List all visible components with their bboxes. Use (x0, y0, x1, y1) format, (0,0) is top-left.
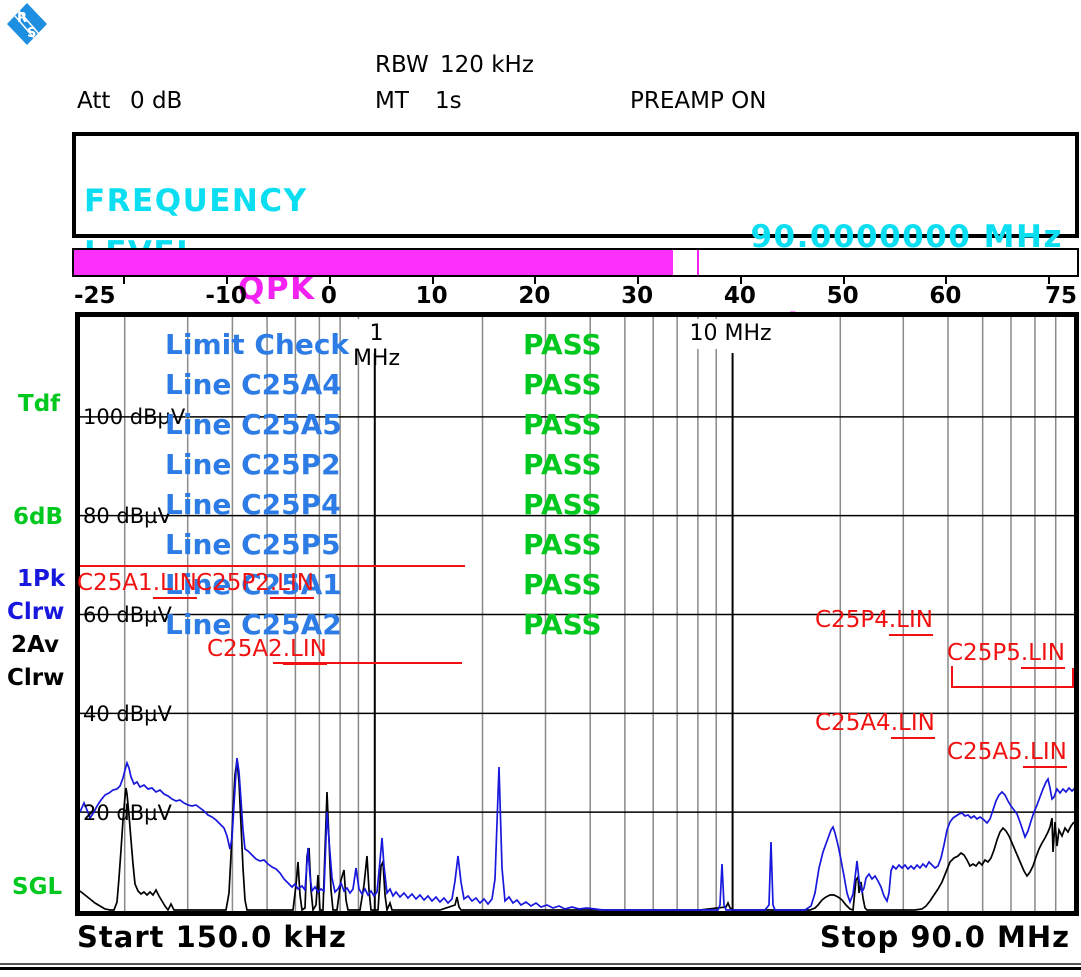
level-detector: QPK (238, 271, 316, 307)
bargraph-tick (739, 277, 742, 284)
limit-file-label: C25A1.LIN (77, 570, 197, 599)
limit-file-label: C25A2.LIN (207, 636, 327, 665)
bargraph-tick (328, 277, 331, 284)
limit-row-name: Limit Check (165, 328, 350, 361)
limit-file-label: C25P5.LIN (947, 640, 1065, 669)
limit-row-result: PASS (523, 328, 602, 361)
meas-time-value: 1s (435, 88, 462, 114)
bargraph-tick (945, 277, 948, 284)
att-value: 0 dB (130, 88, 183, 114)
bargraph-scale-label: -25 (74, 283, 116, 309)
bargraph-tick (1048, 277, 1051, 284)
bargraph-scale-label: 10 (415, 283, 448, 309)
limit-row-name: Line C25A1 (165, 568, 342, 601)
svg-text:R: R (17, 11, 27, 26)
plot-canvas (80, 317, 1074, 911)
bargraph-tick (123, 277, 126, 284)
trace-2av-clrw (80, 759, 1074, 911)
limit-row-name: Line C25A5 (165, 408, 342, 441)
limit-row-name: Line C25P2 (165, 448, 341, 481)
rbw-value: 120 kHz (440, 52, 534, 78)
limit-row-name: Line C25A2 (165, 608, 342, 641)
level-bargraph (72, 248, 1079, 277)
limit-line (951, 666, 1074, 688)
bargraph-tick (431, 277, 434, 284)
y-label-100: 100 dBµV (83, 405, 186, 429)
limit-row-name: Line C25A4 (165, 368, 342, 401)
bargraph-scale-label: 30 (621, 283, 654, 309)
y-label-20: 20 dBµV (83, 801, 172, 825)
att-label: Att (77, 88, 111, 114)
preamp-status: PREAMP ON (630, 88, 767, 114)
footer-rule-bottom (0, 967, 1081, 970)
gridline-label-10mhz: 10 MHz (682, 319, 779, 349)
bargraph-tick (842, 277, 845, 284)
limit-row-name: Line C25P5 (165, 528, 341, 561)
sidebar-label-1pk: 1Pk (17, 566, 66, 592)
start-frequency-label: Start 150.0 kHz (77, 920, 347, 954)
readout-box: FREQUENCY 90.0000000 MHz LEVEL QPK 34.77… (72, 132, 1079, 343)
limit-row-result: PASS (523, 408, 602, 441)
limit-file-label: C25P2.LIN (196, 570, 314, 599)
footer-rule-top (0, 963, 1081, 965)
y-label-80: 80 dBµV (83, 504, 172, 528)
svg-text:S: S (27, 26, 36, 41)
limit-row-name: Line C25P4 (165, 488, 341, 521)
meas-time-label: MT (375, 88, 409, 114)
bargraph-peak-marker (696, 250, 699, 275)
bargraph-scale-label: 40 (723, 283, 756, 309)
bargraph-tick (534, 277, 537, 284)
limit-row-result: PASS (523, 488, 602, 521)
limit-row-result: PASS (523, 608, 602, 641)
limit-file-label: C25P4.LIN (815, 607, 933, 636)
limit-row-result: PASS (523, 448, 602, 481)
sidebar-label-clrw: Clrw (7, 599, 65, 625)
bargraph-scale-label: 75 (1044, 283, 1077, 309)
gridline-label-1mhz: 1 MHz (345, 319, 408, 371)
sidebar-label-6db: 6dB (13, 504, 63, 530)
rohde-schwarz-logo: R S (7, 3, 47, 45)
spectrum-plot (75, 312, 1079, 916)
bargraph-tick (226, 277, 229, 284)
bargraph-scale-label: 50 (826, 283, 859, 309)
bargraph-tick (637, 277, 640, 284)
trace-1pk-clrw (80, 757, 1074, 911)
sidebar-label-tdf: Tdf (18, 391, 61, 417)
sidebar-label-sgl: SGL (12, 874, 63, 900)
bargraph-scale: -25 -10 0 10 20 30 40 50 60 75 (72, 283, 1079, 309)
bargraph-scale-label: 0 (320, 283, 337, 309)
y-label-60: 60 dBµV (83, 603, 172, 627)
limit-row-result: PASS (523, 568, 602, 601)
bargraph-scale-label: -10 (205, 283, 247, 309)
y-label-40: 40 dBµV (83, 702, 172, 726)
bargraph-scale-label: 20 (518, 283, 551, 309)
limit-file-label: C25A5.LIN (947, 739, 1067, 768)
limit-row-result: PASS (523, 368, 602, 401)
bargraph-scale-label: 60 (929, 283, 962, 309)
sidebar-label-clrw: Clrw (7, 665, 65, 691)
bargraph-ticks (72, 277, 1079, 285)
stop-frequency-label: Stop 90.0 MHz (819, 920, 1070, 954)
limit-row-result: PASS (523, 528, 602, 561)
bargraph-fill (74, 250, 674, 275)
sidebar-label-2av: 2Av (11, 632, 59, 658)
limit-file-label: C25A4.LIN (815, 710, 935, 739)
frequency-label: FREQUENCY (84, 183, 308, 219)
rbw-label: RBW (375, 52, 429, 78)
